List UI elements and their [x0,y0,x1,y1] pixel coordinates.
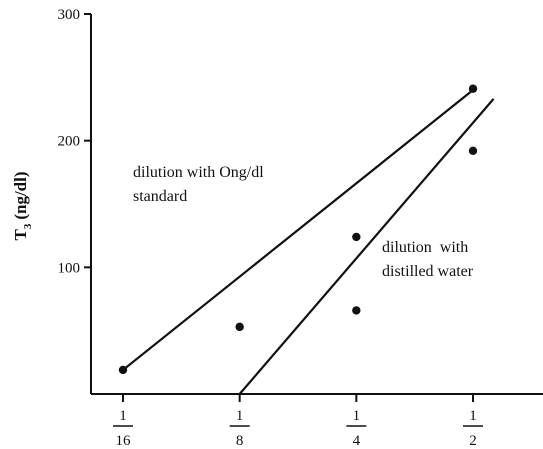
series-1-point [468,84,478,93]
series-2-point [468,146,478,155]
series-1-point [118,365,128,375]
y-ticks: 100 200 300 [58,7,91,276]
x-tick-denominator: 8 [236,433,244,449]
series-1-label-line-1: dilution with Ong/dl [133,164,264,181]
x-tick-numerator: 1 [469,408,477,424]
x-ticks: 1 16 1 8 1 4 1 2 [113,394,483,449]
y-axis-label-subscript: 3 [22,223,34,229]
y-tick-label: 100 [58,260,81,276]
y-tick-label: 300 [58,7,81,23]
series-2-label-line-2: distilled water [382,263,474,280]
series-1-fit-line [122,89,474,371]
data-points [118,84,478,375]
series-2-point [352,306,361,315]
x-tick-denominator: 2 [469,433,477,449]
y-axis-label-unit: (ng/dl) [11,171,30,219]
y-axis-label-main: T [11,229,30,241]
series-1-label: dilution with Ong/dl standard [133,164,268,205]
x-tick-numerator: 1 [119,408,127,424]
y-axis-label: T3 (ng/dl) [11,171,34,240]
x-tick-denominator: 4 [353,433,361,449]
series-2-label-line-1: dilution with [382,239,468,256]
x-tick-numerator: 1 [236,408,244,424]
series-1-label-line-2: standard [133,188,187,205]
x-tick-denominator: 16 [116,433,132,449]
fit-lines [122,89,495,395]
series-2-fit-line [238,98,495,395]
series-1-point [352,232,361,242]
series-2-label: dilution with distilled water [382,239,488,280]
x-tick-numerator: 1 [353,408,361,424]
y-tick-label: 200 [58,134,81,150]
series-1-point [235,322,244,332]
